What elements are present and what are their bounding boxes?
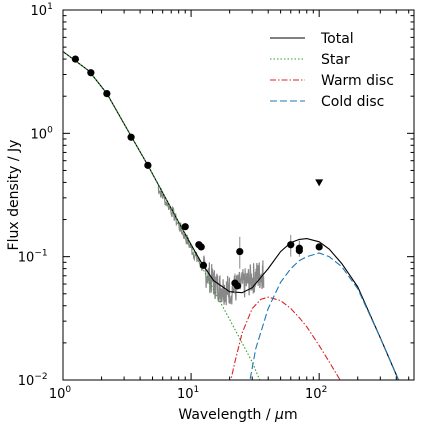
series-line-star <box>63 51 261 380</box>
y-axis-label: Flux density / Jy <box>6 140 22 251</box>
spectrum-line <box>157 186 265 306</box>
upper-limit-layer <box>315 179 324 187</box>
x-axis-label-prefix: Wavelength / <box>178 407 275 423</box>
photometry-point <box>315 243 323 251</box>
x-axis-label-unit: m <box>284 407 298 423</box>
photometry-point <box>197 243 205 251</box>
legend-label-star: Star <box>321 52 350 68</box>
photometry-point <box>103 89 111 98</box>
photometry-point <box>295 246 303 255</box>
series-line-cold-disc <box>249 252 400 380</box>
photometry-point <box>236 247 244 256</box>
x-tick-label: 100 <box>49 385 72 402</box>
legend-label-warm-disc: Warm disc <box>321 73 394 89</box>
photometry-point <box>199 261 208 269</box>
plot-frame <box>62 9 415 381</box>
photometry-point <box>87 69 95 77</box>
tick-layer <box>62 9 414 381</box>
legend: Total Star Warm disc Cold disc <box>270 31 394 110</box>
photometry-point <box>127 133 135 141</box>
upper-limit-marker <box>315 179 324 187</box>
y-tick-label: 101 <box>31 2 53 19</box>
x-axis-label: Wavelength / μm <box>178 407 297 423</box>
y-tick-label: 100 <box>31 125 54 142</box>
photometry-point <box>144 161 152 169</box>
legend-label-total: Total <box>320 31 354 47</box>
x-axis-label-mu: μ <box>274 407 284 423</box>
points-layer <box>71 55 323 290</box>
tick-label-layer: 100 101 102 10−2 10−1 100 101 <box>18 2 328 402</box>
plot-area <box>63 51 400 380</box>
photometry-point <box>287 241 295 249</box>
spectrum-layer <box>157 186 265 306</box>
y-tick-label: 10−1 <box>18 249 48 266</box>
photometry-point <box>181 223 189 231</box>
x-tick-label: 102 <box>305 385 327 402</box>
y-tick-label: 10−2 <box>18 372 48 389</box>
photometry-point <box>233 282 242 290</box>
photometry-point <box>71 55 80 63</box>
x-tick-label: 101 <box>177 385 199 402</box>
series-line-warm-disc <box>230 296 341 380</box>
legend-label-cold-disc: Cold disc <box>321 94 384 110</box>
series-layer <box>63 51 400 380</box>
